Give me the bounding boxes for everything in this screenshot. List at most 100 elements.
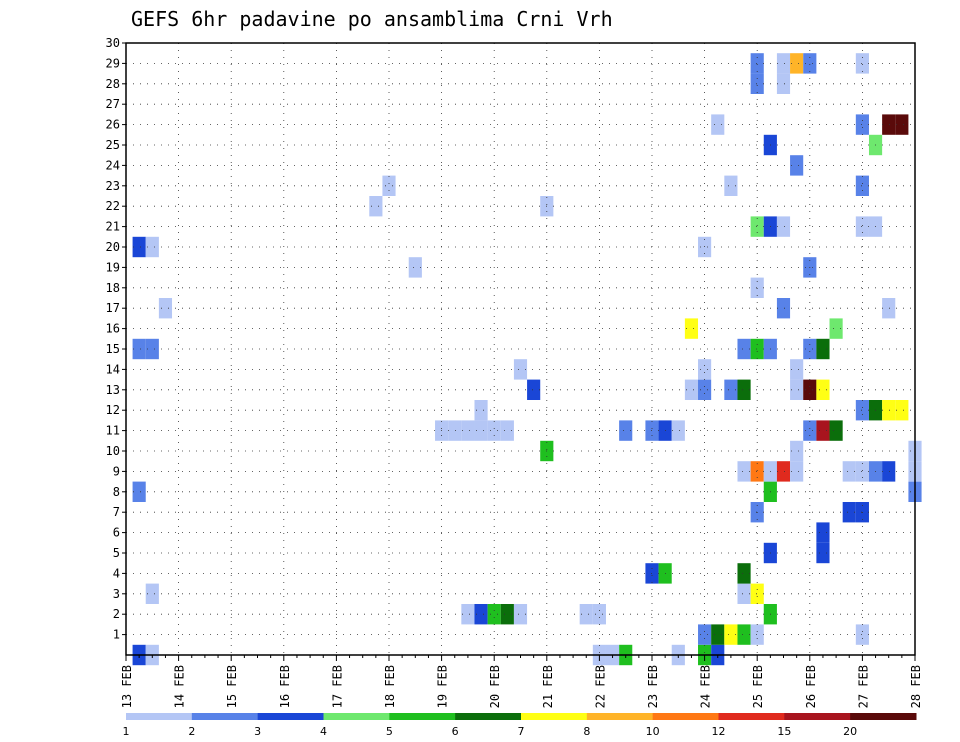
heatmap-cell — [816, 522, 830, 543]
heatmap-cells — [132, 53, 922, 666]
x-tick-label: 13 FEB — [120, 665, 134, 708]
heatmap-cell — [382, 175, 396, 196]
x-tick-label: 23 FEB — [646, 665, 660, 708]
colorbar-swatch — [652, 713, 719, 720]
heatmap-cell — [842, 461, 856, 482]
y-tick-label: 29 — [106, 56, 120, 70]
heatmap-cell — [776, 216, 791, 237]
heatmap-cell — [776, 73, 791, 94]
colorbar-swatch — [521, 713, 588, 720]
y-tick-label: 7 — [113, 505, 120, 519]
heatmap-cell — [513, 604, 528, 625]
chart-title: GEFS 6hr padavine po ansamblima Crni Vrh — [131, 7, 613, 31]
heatmap-cell — [737, 461, 751, 482]
colorbar-swatch — [323, 713, 390, 720]
colorbar: 1 2 3 4 5 6 7 8 10 12 15 20 — [123, 713, 917, 738]
y-tick-label: 3 — [113, 587, 120, 601]
heatmap-cell — [684, 318, 699, 339]
y-tick-label: 23 — [106, 179, 120, 193]
heatmap-cell — [790, 359, 804, 380]
colorbar-swatch — [257, 713, 324, 720]
x-axis: 13 FEB 14 FEB 15 FEB 16 FEB 17 FEB 18 FEB 19 F… — [120, 655, 923, 708]
y-tick-label: 26 — [106, 118, 120, 132]
heatmap-cell — [790, 461, 804, 482]
heatmap-cell — [790, 440, 804, 462]
colorbar-swatch — [850, 713, 917, 720]
y-tick-label: 8 — [113, 485, 120, 499]
y-tick-label: 15 — [106, 342, 120, 356]
heatmap-cell — [855, 400, 869, 421]
colorbar-swatch — [718, 713, 785, 720]
y-tick-label: 6 — [113, 526, 120, 540]
x-tick-label: 18 FEB — [383, 665, 397, 708]
y-tick-label: 28 — [106, 77, 120, 91]
y-tick-label: 22 — [106, 199, 120, 213]
colorbar-label: 3 — [254, 725, 261, 738]
y-tick-label: 13 — [106, 383, 120, 397]
y-tick-label: 20 — [106, 240, 120, 254]
heatmap-cell — [737, 583, 751, 604]
heatmap-cell — [711, 624, 725, 645]
x-tick-label: 25 FEB — [751, 665, 765, 708]
x-tick-label: 24 FEB — [699, 665, 713, 708]
heatmap-cell — [513, 359, 528, 380]
heatmap-cell — [790, 53, 804, 74]
heatmap-cell — [842, 502, 856, 523]
colorbar-label: 15 — [777, 725, 791, 738]
heatmap-cell — [750, 624, 764, 645]
colorbar-swatch — [586, 713, 654, 720]
colorbar-label: 7 — [518, 725, 525, 738]
heatmap-cell — [882, 400, 896, 421]
colorbar-label: 1 — [123, 725, 130, 738]
colorbar-swatch — [389, 713, 456, 720]
x-tick-label: 27 FEB — [856, 665, 870, 708]
x-tick-label: 22 FEB — [593, 665, 607, 708]
heatmap-cell — [698, 379, 712, 400]
y-tick-label: 9 — [113, 464, 120, 478]
heatmap-cell — [855, 53, 869, 74]
x-tick-label: 28 FEB — [909, 665, 923, 708]
y-tick-label: 30 — [106, 36, 120, 50]
y-tick-label: 27 — [106, 97, 120, 111]
heatmap-cell — [448, 420, 462, 441]
heatmap-cell — [132, 338, 146, 360]
colorbar-swatch — [126, 713, 193, 720]
heatmap-cell — [855, 216, 869, 237]
heatmap-cell — [895, 114, 909, 135]
colorbar-label: 12 — [712, 725, 726, 738]
y-tick-label: 2 — [113, 607, 120, 621]
heatmap-cell — [816, 379, 830, 400]
heatmap-cell — [527, 379, 541, 400]
y-tick-label: 4 — [113, 566, 120, 580]
heatmap-cell — [737, 624, 751, 645]
y-tick-label: 25 — [106, 138, 120, 152]
y-tick-label: 1 — [113, 628, 120, 642]
heatmap-cell — [750, 216, 764, 237]
heatmap-cell — [500, 604, 514, 625]
heatmap-cell — [684, 379, 699, 400]
heatmap-cell — [724, 379, 738, 400]
heatmap-cell — [145, 338, 159, 360]
heatmap-cell — [724, 624, 738, 645]
heatmap-cell — [619, 420, 633, 441]
heatmap-cell — [487, 604, 501, 625]
heatmap-cell — [895, 400, 909, 421]
x-tick-label: 14 FEB — [173, 665, 187, 708]
heatmap-cell — [132, 236, 146, 258]
heatmap-cell — [816, 338, 830, 360]
heatmap-cell — [737, 338, 751, 360]
heatmap-cell — [487, 420, 501, 441]
heatmap-cell — [750, 338, 764, 360]
heatmap-cell — [750, 461, 764, 482]
plot-frame — [125, 42, 916, 656]
heatmap-cell — [803, 53, 817, 74]
heatmap-cell — [145, 583, 159, 604]
x-tick-label: 16 FEB — [278, 665, 292, 708]
colorbar-label: 4 — [320, 725, 327, 738]
heatmap-cell — [829, 318, 843, 339]
y-tick-label: 10 — [106, 444, 120, 458]
heatmap-cell — [461, 604, 475, 625]
heatmap-cell — [474, 604, 488, 625]
heatmap-cell — [408, 257, 422, 278]
